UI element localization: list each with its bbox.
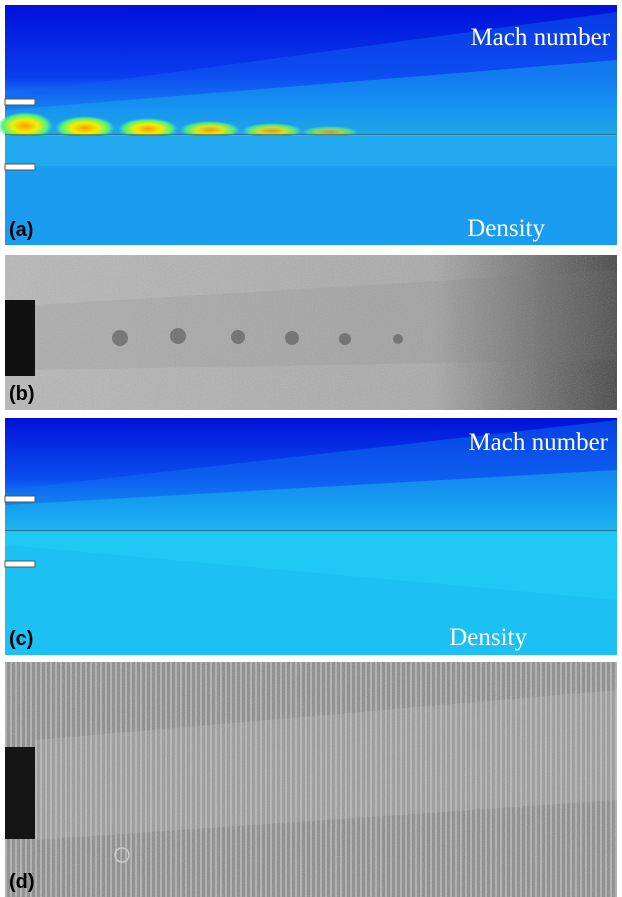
figure: Mach number Density (a) (b) Mach number … [0, 0, 622, 897]
panel-c: Mach number Density (c) [5, 418, 617, 655]
panel-b: (b) [5, 255, 617, 410]
top-label: Mach number [468, 429, 608, 456]
nozzle [5, 300, 35, 376]
nozzle [5, 747, 35, 839]
bottom-label: Density [467, 215, 545, 242]
panel-d: (d) [5, 662, 617, 897]
panel-label: (a) [9, 219, 33, 241]
panel-a: Mach number Density (a) [0, 5, 617, 245]
top-label: Mach number [470, 24, 610, 51]
bottom-label: Density [449, 624, 527, 651]
panel-label: (b) [9, 383, 35, 405]
panel-label: (d) [9, 871, 35, 893]
panel-label: (c) [9, 628, 33, 650]
